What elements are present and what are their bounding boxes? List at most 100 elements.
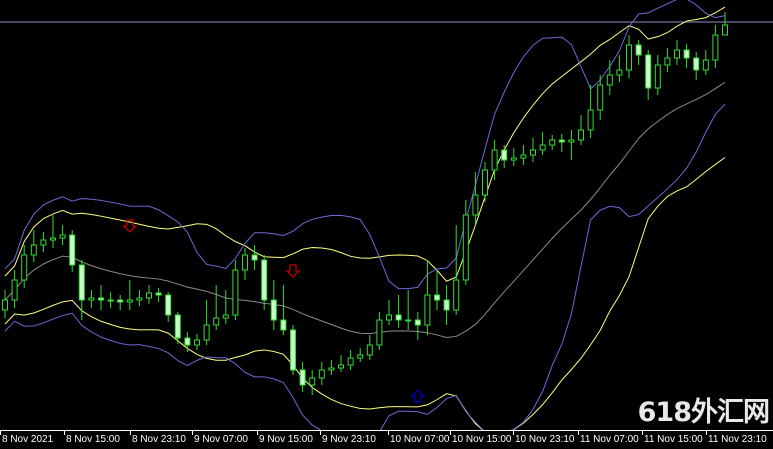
- bullish-candle: [674, 49, 680, 59]
- time-tick-label: 10 Nov 15:00: [452, 434, 512, 445]
- time-tick: [578, 431, 579, 435]
- bollinger-upper-band: [4, 0, 726, 290]
- bullish-candle: [376, 319, 383, 346]
- bullish-candle: [568, 139, 575, 143]
- bullish-candle: [2, 299, 8, 311]
- time-tick-label: 9 Nov 23:10: [322, 434, 376, 445]
- time-tick-label: 8 Nov 2021: [2, 434, 54, 445]
- bullish-candle: [530, 149, 536, 156]
- bullish-candle: [606, 74, 613, 86]
- bullish-candle: [136, 297, 143, 301]
- time-tick: [450, 431, 451, 435]
- bullish-candle: [357, 354, 364, 359]
- time-tick: [130, 431, 131, 435]
- sell-arrow-icon: [122, 219, 138, 233]
- bullish-candle: [539, 144, 546, 151]
- bearish-candle: [155, 292, 162, 296]
- time-tick: [388, 431, 389, 435]
- bearish-candle: [174, 314, 181, 339]
- time-tick-label: 10 Nov 07:00: [390, 434, 450, 445]
- bearish-candle: [434, 294, 440, 301]
- bullish-candle: [194, 339, 200, 346]
- bullish-candle: [242, 254, 248, 271]
- bullish-candle: [50, 237, 56, 241]
- bearish-candle: [184, 337, 191, 346]
- buy-arrow-icon: [410, 389, 426, 403]
- watermark-logo: 618外汇网: [637, 397, 770, 428]
- bullish-candle: [366, 344, 373, 356]
- bullish-candle: [712, 34, 719, 61]
- bullish-candle: [664, 57, 671, 66]
- bullish-candle: [405, 319, 412, 322]
- price-chart[interactable]: [0, 0, 773, 430]
- time-tick: [257, 431, 258, 435]
- time-tick-label: 8 Nov 23:10: [132, 434, 186, 445]
- bearish-candle: [78, 264, 85, 301]
- bullish-candle: [203, 324, 210, 341]
- bullish-candle: [482, 169, 488, 196]
- bullish-candle: [318, 369, 325, 379]
- bullish-candle: [578, 129, 584, 141]
- bearish-candle: [501, 149, 508, 161]
- bullish-candle: [549, 139, 556, 146]
- bullish-candle: [88, 297, 95, 301]
- bullish-candle: [59, 234, 66, 239]
- bullish-candle: [491, 149, 498, 171]
- time-tick: [64, 431, 65, 435]
- time-tick-label: 9 Nov 07:00: [194, 434, 248, 445]
- bullish-candle: [654, 64, 661, 89]
- bullish-candle: [146, 292, 152, 299]
- sell-arrow-icon: [285, 264, 301, 278]
- bearish-candle: [645, 54, 652, 89]
- bollinger-upper-band: [4, 6, 726, 282]
- bullish-candle: [424, 294, 431, 326]
- bullish-candle: [587, 109, 594, 131]
- time-tick: [192, 431, 193, 435]
- bearish-candle: [251, 254, 258, 261]
- bullish-candle: [107, 299, 114, 302]
- bearish-candle: [261, 259, 268, 301]
- bearish-candle: [69, 234, 76, 266]
- bullish-candle: [11, 279, 18, 301]
- bearish-candle: [558, 139, 565, 143]
- time-tick-label: 11 Nov 23:10: [708, 434, 767, 445]
- bullish-candle: [30, 244, 37, 256]
- bullish-candle: [462, 214, 469, 281]
- bullish-candle: [40, 239, 47, 246]
- bearish-candle: [693, 57, 700, 71]
- time-tick: [706, 431, 707, 435]
- bollinger-lower-band: [4, 157, 726, 430]
- bullish-candle: [21, 254, 28, 281]
- time-tick: [320, 431, 321, 435]
- time-tick-label: 11 Nov 07:00: [580, 434, 639, 445]
- bullish-candle: [213, 317, 220, 326]
- bearish-candle: [635, 44, 642, 56]
- bullish-candle: [232, 269, 239, 316]
- bearish-candle: [270, 299, 277, 321]
- bearish-candle: [290, 329, 296, 371]
- time-tick-label: 9 Nov 15:00: [259, 434, 313, 445]
- bearish-candle: [299, 369, 306, 386]
- bollinger-lower-band: [4, 103, 726, 430]
- bullish-candle: [386, 314, 392, 321]
- bearish-candle: [443, 299, 450, 311]
- bullish-candle: [126, 299, 133, 303]
- bearish-candle: [683, 49, 690, 59]
- bullish-candle: [597, 84, 604, 111]
- bullish-candle: [702, 59, 709, 71]
- bullish-candle: [722, 24, 728, 36]
- time-tick: [513, 431, 514, 435]
- time-tick-label: 11 Nov 15:00: [644, 434, 703, 445]
- bearish-candle: [280, 319, 287, 331]
- bullish-candle: [626, 44, 632, 71]
- time-tick: [642, 431, 643, 435]
- bullish-candle: [510, 157, 517, 161]
- bullish-candle: [453, 279, 460, 311]
- bullish-candle: [347, 357, 354, 366]
- bullish-candle: [472, 194, 479, 216]
- bullish-candle: [520, 154, 527, 159]
- time-tick: [0, 431, 1, 435]
- bearish-candle: [395, 314, 402, 321]
- bullish-candle: [309, 377, 316, 386]
